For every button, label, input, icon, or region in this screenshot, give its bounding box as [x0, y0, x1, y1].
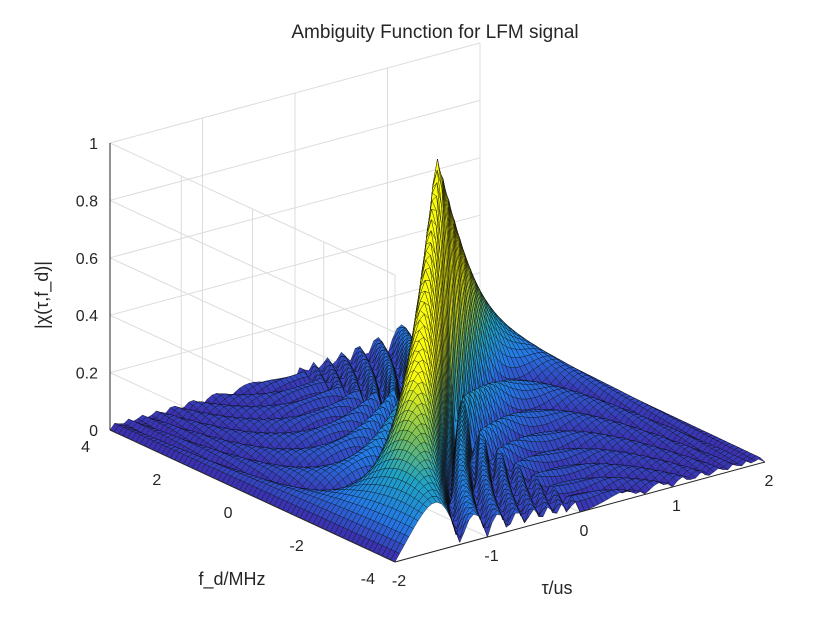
grid-line-z-right: [109, 157, 481, 259]
grid-line-z-right: [109, 214, 481, 316]
surface-plot: [109, 158, 766, 563]
grid-line-z-right: [109, 42, 481, 144]
grid-line-z-left: [109, 199, 396, 333]
grid-line-z-right: [109, 272, 481, 374]
grid-line-z-right: [109, 99, 481, 201]
chart-title: Ambiguity Function for LFM signal: [291, 22, 578, 43]
grid-line-z-left: [109, 142, 396, 276]
